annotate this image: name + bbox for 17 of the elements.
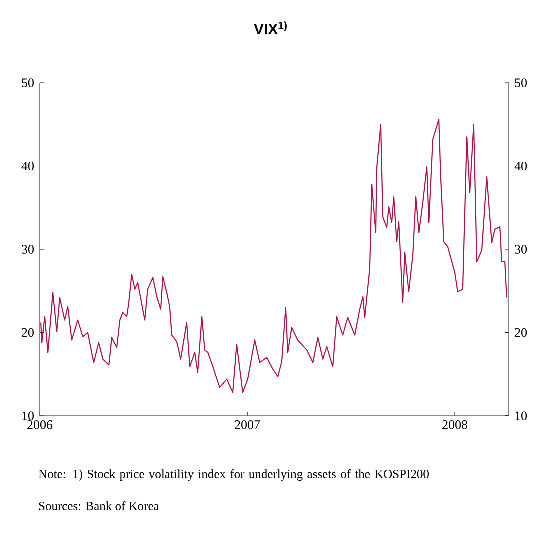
source-note: Sources: Bank of Korea [39,502,160,510]
y2-tick-label: 20 [515,328,528,338]
y-tick-label: 40 [22,162,34,171]
y2-tick-label: 40 [514,162,528,171]
y-tick-label: 10 [22,412,34,420]
y2-tick-label: 30 [515,245,528,254]
x-tick-label: 2008 [442,420,468,430]
y2-tick-label: 50 [515,78,528,88]
text: Note: 1) Stock price volatility index for underlying assets of the KOSPI200 [38,470,429,482]
y-tick-label: 20 [22,328,34,338]
y2-tick-label: 10 [516,412,528,420]
x-tick-label: 2007 [235,420,260,430]
y-tick-label: 30 [22,245,34,254]
chart-title: VIX$^{1)}$ [254,22,287,34]
y-tick-label: 50 [22,78,34,88]
line-series [40,119,508,394]
x-tick-label: 2006 [28,420,53,430]
